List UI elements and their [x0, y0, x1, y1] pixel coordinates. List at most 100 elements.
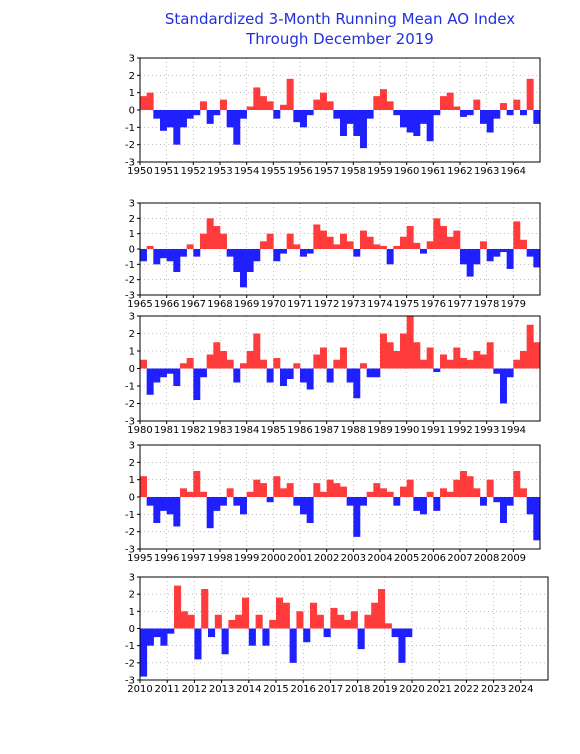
area-bar [473, 351, 481, 369]
area-bar [200, 233, 207, 249]
area-bar [306, 368, 314, 390]
x-tick-label: 1954 [234, 166, 259, 177]
area-bar [140, 476, 147, 497]
y-tick-label: -3 [125, 158, 135, 169]
x-tick-label: 1997 [181, 553, 206, 564]
area-bar [323, 628, 331, 638]
area-bar [206, 218, 214, 249]
area-bar [453, 230, 461, 249]
area-bar [160, 628, 168, 646]
area-bar [282, 602, 290, 629]
area-bar [153, 628, 161, 638]
area-bar [221, 628, 229, 655]
area-bar [373, 368, 381, 378]
x-tick-label: 1984 [234, 425, 259, 436]
x-tick-label: 1965 [127, 299, 152, 310]
y-tick-label: 3 [129, 441, 135, 452]
y-tick-label: 0 [129, 364, 135, 375]
x-tick-label: 1978 [474, 299, 499, 310]
area-bar [226, 488, 234, 497]
area-bar [466, 249, 474, 277]
area-bar [180, 363, 187, 369]
y-tick-label: 0 [129, 493, 135, 504]
area-bar [180, 249, 187, 257]
area-bar [173, 249, 181, 272]
x-tick-label: 1979 [501, 299, 526, 310]
area-bar [500, 368, 507, 404]
y-tick-label: -1 [125, 260, 135, 271]
area-bar [480, 110, 487, 124]
y-tick-label: -3 [125, 545, 135, 556]
area-bar [273, 249, 281, 262]
area-bar [440, 96, 447, 110]
area-bar [337, 614, 345, 629]
area-bar [320, 347, 327, 369]
area-bar [194, 628, 202, 660]
area-bar [500, 497, 507, 523]
area-bar [486, 110, 494, 133]
area-bar [213, 110, 221, 116]
area-bar [266, 368, 274, 383]
area-bar [293, 497, 301, 506]
area-bar [173, 110, 181, 145]
area-bar [306, 110, 314, 116]
y-tick-label: 3 [129, 199, 135, 210]
area-bar [160, 368, 167, 378]
area-bar [466, 359, 474, 369]
area-bar [526, 324, 534, 369]
area-bar [286, 233, 294, 249]
x-tick-label: 1952 [181, 166, 206, 177]
area-bar [446, 491, 454, 497]
x-tick-label: 1994 [501, 425, 526, 436]
area-bar [486, 249, 494, 262]
chart-subtitle: Through December 2019 [245, 30, 434, 48]
area-bar [386, 249, 394, 265]
x-tick-label: 2014 [236, 684, 261, 695]
area-bar [220, 497, 227, 506]
area-bar [378, 589, 386, 629]
area-bar [201, 589, 209, 629]
area-bar [500, 103, 507, 110]
area-bar [313, 483, 321, 497]
area-bar [346, 368, 354, 383]
area-bar [146, 628, 154, 646]
area-bar [366, 491, 374, 497]
area-bar [453, 106, 461, 110]
x-tick-label: 1987 [314, 425, 339, 436]
area-bar [344, 619, 352, 629]
area-bar [433, 110, 441, 116]
x-tick-label: 2023 [481, 684, 506, 695]
y-tick-label: -2 [125, 399, 135, 410]
y-tick-label: -3 [125, 417, 135, 428]
area-bar [193, 110, 201, 116]
area-bar [213, 226, 221, 249]
x-tick-label: 1950 [127, 166, 152, 177]
y-tick-label: -1 [125, 123, 135, 134]
area-bar [466, 110, 474, 116]
x-tick-label: 1961 [421, 166, 446, 177]
area-bar [340, 110, 347, 136]
y-tick-label: 0 [129, 106, 135, 117]
area-bar [240, 497, 247, 515]
area-bar [526, 78, 534, 110]
area-bar [393, 497, 401, 506]
x-tick-label: 1968 [207, 299, 232, 310]
x-tick-label: 1999 [234, 553, 259, 564]
area-bar [340, 486, 347, 497]
plot-frame [139, 202, 541, 296]
area-bar [173, 368, 181, 386]
area-bar [353, 368, 361, 399]
area-bar [186, 244, 194, 249]
area-bar [446, 359, 454, 369]
area-bar [296, 611, 304, 629]
area-bar [253, 87, 261, 110]
area-bar [520, 351, 527, 369]
area-bar [233, 368, 241, 383]
plot-frame [139, 57, 541, 163]
y-tick-label: -2 [125, 658, 135, 669]
x-tick-label: 2003 [341, 553, 366, 564]
area-bar [220, 351, 227, 369]
x-tick-label: 1983 [207, 425, 232, 436]
area-bar [220, 233, 227, 249]
x-tick-label: 1960 [394, 166, 419, 177]
